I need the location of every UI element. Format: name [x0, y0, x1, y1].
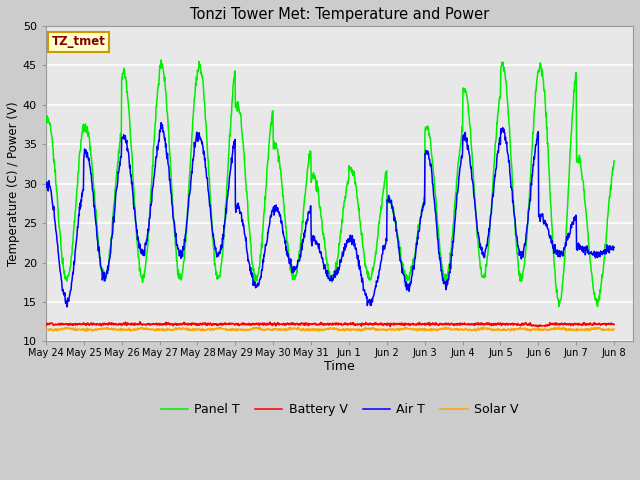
Panel T: [169, 201, 177, 207]
Line: Panel T: Panel T: [46, 60, 614, 307]
Battery V: [543, 322, 551, 328]
Line: Battery V: Battery V: [46, 322, 614, 327]
Solar V: [554, 324, 562, 330]
Solar V: [169, 327, 177, 333]
Solar V: [419, 326, 426, 332]
Air T: [42, 183, 50, 189]
Panel T: [157, 57, 165, 63]
Line: Air T: Air T: [46, 122, 614, 307]
X-axis label: Time: Time: [324, 360, 355, 373]
Solar V: [232, 326, 240, 332]
Battery V: [155, 321, 163, 326]
Battery V: [169, 321, 177, 327]
Panel T: [611, 158, 618, 164]
Battery V: [611, 321, 618, 327]
Title: Tonzi Tower Met: Temperature and Power: Tonzi Tower Met: Temperature and Power: [190, 7, 489, 22]
Legend: Panel T, Battery V, Air T, Solar V: Panel T, Battery V, Air T, Solar V: [156, 398, 524, 421]
Battery V: [534, 324, 541, 330]
Solar V: [82, 328, 90, 334]
Panel T: [42, 118, 50, 123]
Solar V: [611, 326, 618, 332]
Solar V: [42, 327, 50, 333]
Battery V: [232, 321, 240, 326]
Panel T: [155, 81, 163, 87]
Line: Solar V: Solar V: [46, 327, 614, 331]
Air T: [493, 152, 501, 157]
Panel T: [232, 105, 240, 111]
Air T: [63, 304, 71, 310]
Panel T: [594, 304, 602, 310]
Panel T: [493, 120, 500, 125]
Air T: [543, 225, 551, 231]
Air T: [157, 120, 165, 125]
Battery V: [493, 322, 500, 327]
Air T: [611, 245, 618, 251]
Solar V: [155, 328, 163, 334]
Solar V: [543, 327, 551, 333]
Y-axis label: Temperature (C) / Power (V): Temperature (C) / Power (V): [7, 101, 20, 266]
Air T: [155, 137, 163, 143]
Air T: [233, 204, 241, 210]
Battery V: [42, 322, 50, 327]
Text: TZ_tmet: TZ_tmet: [52, 36, 106, 48]
Battery V: [136, 319, 144, 324]
Battery V: [419, 321, 426, 327]
Panel T: [419, 204, 426, 209]
Air T: [169, 215, 177, 221]
Solar V: [493, 327, 500, 333]
Air T: [419, 203, 427, 208]
Panel T: [543, 124, 551, 130]
